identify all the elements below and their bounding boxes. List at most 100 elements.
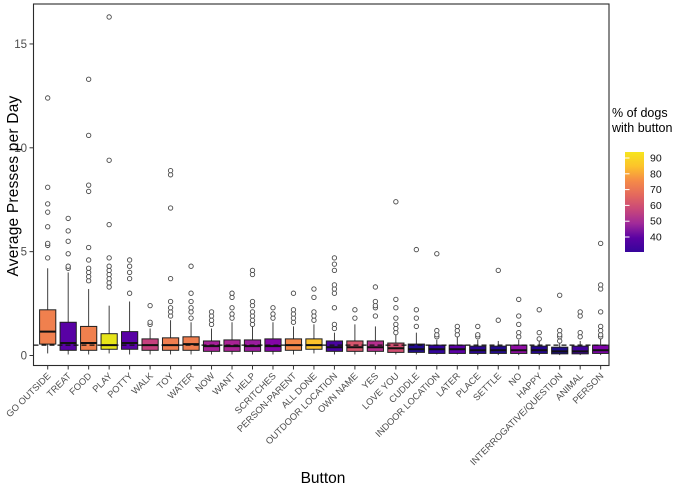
legend-tick-label: 50 <box>650 216 662 228</box>
outlier-point <box>106 255 112 261</box>
outlier-point <box>393 305 399 311</box>
outlier-point <box>270 305 276 311</box>
outlier-point <box>516 313 522 319</box>
outlier-point <box>45 240 51 246</box>
legend-tick-label: 60 <box>650 200 662 212</box>
legend-tick-label: 40 <box>650 232 662 244</box>
outlier-point <box>126 290 133 296</box>
outlier-point <box>45 201 51 207</box>
outlier-point <box>598 240 604 246</box>
outlier-point <box>45 95 51 101</box>
outlier-point <box>106 221 112 228</box>
outlier-point <box>106 263 112 269</box>
outlier-point <box>413 246 419 253</box>
box <box>264 338 282 352</box>
outlier-point <box>536 307 542 313</box>
outlier-point <box>577 309 583 315</box>
box-group <box>202 309 221 355</box>
outlier-point <box>536 336 542 342</box>
legend-title-line2: with button <box>612 120 673 135</box>
outlier-point <box>86 257 92 263</box>
box-group <box>346 307 364 355</box>
outlier-point <box>516 321 522 327</box>
outlier-point <box>126 276 133 282</box>
box <box>80 325 98 351</box>
box-group <box>182 263 200 355</box>
box-group <box>571 309 589 356</box>
outlier-point <box>208 309 215 315</box>
outlier-point <box>45 255 51 261</box>
box-group <box>448 323 466 355</box>
outlier-point <box>331 282 338 288</box>
legend-tick-label: 80 <box>650 168 662 180</box>
outlier-point <box>372 313 379 319</box>
box-group <box>428 251 446 355</box>
outlier-point <box>393 321 399 327</box>
outlier-point <box>290 290 297 296</box>
outlier-point <box>126 263 133 269</box>
outlier-point <box>393 315 399 321</box>
outlier-point <box>516 330 522 336</box>
box-group <box>366 284 384 355</box>
outlier-point <box>331 261 338 267</box>
outlier-point <box>65 228 71 234</box>
outlier-point <box>598 309 604 315</box>
outlier-point <box>106 14 112 20</box>
legend-tick-label: 70 <box>650 184 662 196</box>
outlier-point <box>86 244 92 251</box>
x-tick-label: NO <box>507 371 524 388</box>
outlier-point <box>475 332 481 338</box>
outlier-point <box>86 76 92 82</box>
outlier-point <box>86 265 92 271</box>
outlier-point <box>229 305 235 311</box>
y-tick-label: 15 <box>14 39 27 51</box>
box-group <box>264 305 282 355</box>
box <box>161 337 180 351</box>
outlier-point <box>126 257 133 263</box>
box-group <box>489 267 507 356</box>
legend-colorbar <box>625 152 644 252</box>
box <box>510 344 528 354</box>
outlier-point <box>311 309 317 315</box>
outlier-point <box>126 269 133 276</box>
outlier-point <box>65 238 71 244</box>
outlier-point <box>331 321 338 327</box>
outlier-point <box>598 282 604 288</box>
outlier-point <box>557 292 563 298</box>
outlier-point <box>188 298 194 305</box>
outlier-point <box>331 305 338 311</box>
outlier-point <box>454 323 460 330</box>
box <box>407 343 425 353</box>
outlier-point <box>229 311 235 317</box>
outlier-point <box>86 182 92 188</box>
box <box>346 340 364 352</box>
box-group <box>39 95 57 354</box>
box <box>39 309 57 345</box>
outlier-point <box>577 330 583 336</box>
outlier-point <box>393 296 399 303</box>
x-axis-title: Button <box>300 470 346 487</box>
box-group <box>387 199 405 355</box>
box-group <box>551 292 569 356</box>
legend-tick-label: 90 <box>650 153 662 165</box>
outlier-point <box>188 263 194 269</box>
outlier-point <box>331 255 338 261</box>
outlier-point <box>167 298 174 305</box>
outlier-point <box>413 323 419 330</box>
x-tick-label: WALK <box>130 370 156 396</box>
box <box>366 340 384 352</box>
outlier-point <box>434 251 440 257</box>
outlier-point <box>393 199 399 205</box>
outlier-point <box>598 323 604 330</box>
outlier-point <box>352 307 358 313</box>
outlier-point <box>188 315 194 321</box>
outlier-point <box>495 267 501 273</box>
outlier-point <box>229 290 235 296</box>
outlier-point <box>45 209 51 215</box>
box-group <box>407 246 425 355</box>
outlier-point <box>167 305 174 311</box>
outlier-point <box>413 307 419 313</box>
y-tick-label: 10 <box>14 143 27 155</box>
outlier-point <box>475 323 481 330</box>
